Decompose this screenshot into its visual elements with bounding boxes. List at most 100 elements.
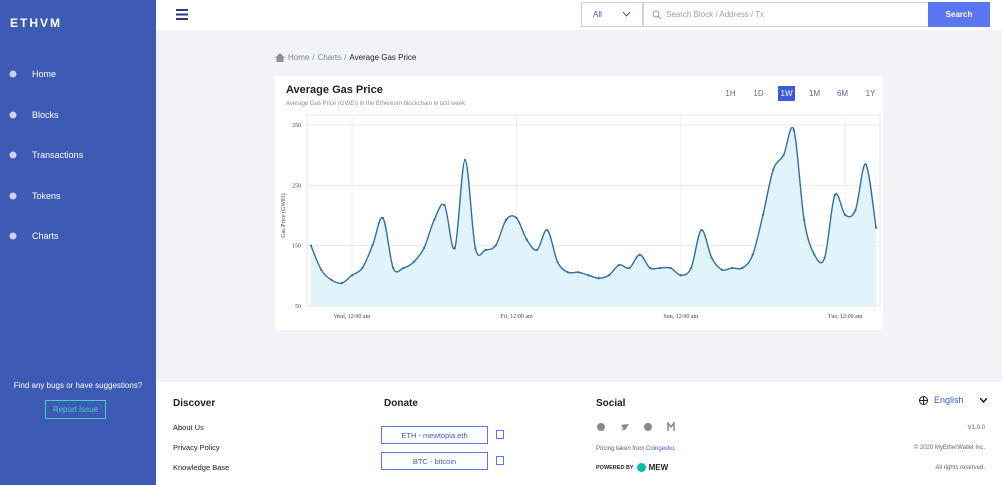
point [494,243,498,247]
copyright: © 2020 MyEtherWallet Inc. [913,445,985,451]
footer: Discover Donate Social Pricing taken fro… [156,382,1002,485]
feedback-text: Find any bugs or have suggestions? [13,381,143,390]
chart-subtitle: Average Gas Price (GWEI) in the Ethereum… [286,101,465,107]
mew-logo [636,463,646,472]
nav-icon [9,111,17,119]
search-icon [652,10,661,19]
nav-label: Home [32,69,57,79]
point [463,158,467,162]
powered-by: POWERED BY MEW [596,463,668,472]
sidebar: ETHVM Find any bugs or have suggestions?… [0,0,156,485]
logo[interactable]: ETHVM [10,16,62,30]
chart-title: Average Gas Price [286,84,383,96]
filter-select[interactable]: All [581,2,643,27]
globe-icon [919,395,928,405]
point [546,228,549,232]
point [720,268,724,271]
point [350,274,354,277]
range-button[interactable]: 6M [836,89,849,98]
footer-link[interactable]: About Us [173,423,204,432]
point [833,193,837,197]
point [361,266,364,270]
point [607,274,611,277]
discover-title: Discover [173,398,216,409]
breadcrumb-item[interactable]: Charts [318,53,347,62]
nav-item[interactable]: Transactions [0,145,156,165]
report-button[interactable]: Report Issue [45,400,106,419]
x-tick-label: Tue, 12:00 am [828,314,863,320]
footer-link[interactable]: Knowledge Base [173,463,230,472]
point [710,256,713,259]
language-select[interactable]: English [919,395,987,405]
breadcrumb: HomeChartsAverage Gas Price [275,53,416,62]
point [433,218,436,221]
nav-item[interactable]: Home [0,64,156,84]
y-tick-label: 50 [295,304,301,310]
copy-icon[interactable] [496,430,504,439]
nav-item[interactable]: Blocks [0,105,156,125]
social-title: Social [596,398,626,409]
copy-icon[interactable] [496,456,504,465]
point [453,246,456,250]
point [484,248,487,251]
filter-value: All [593,10,602,19]
point [515,216,518,220]
point [874,226,878,229]
search-placeholder: Search Block / Address / Tx [666,10,765,19]
y-tick-label: 250 [292,183,301,189]
pricing-text: Pricing taken from [596,446,645,452]
point [330,278,333,282]
range-button[interactable]: 1W [778,86,795,101]
point [689,266,693,270]
point [802,218,806,221]
search-input[interactable]: Search Block / Address / Tx [643,2,929,27]
point [638,253,641,256]
point [587,274,590,277]
rights: All rights reserved. [935,465,985,471]
range-button[interactable]: 1H [725,89,736,98]
point [371,243,374,247]
y-tick-label: 150 [292,244,301,250]
chevron [979,397,987,403]
point [772,168,775,171]
range-button[interactable]: 1Y [865,89,876,98]
point [340,281,343,285]
x-tick-label: Sun, 12:00 am [663,314,698,320]
point [381,216,385,220]
menu-icon[interactable] [176,9,188,20]
point [792,128,795,131]
point [597,277,600,280]
point [813,253,816,256]
chart-card: Average Gas Price Average Gas Price (GWE… [275,76,883,330]
footer-link[interactable]: Privacy Policy [173,443,220,452]
x-tick-label: Wed, 12:00 am [334,314,371,320]
point [422,246,426,250]
nav-label: Transactions [32,150,84,161]
social-icons[interactable] [596,422,686,432]
point [669,266,672,270]
nav-icon [9,232,17,240]
powered-brand: MEW [648,463,669,472]
point [443,204,446,207]
nav-icon [9,151,17,159]
point [392,266,395,270]
point [741,266,744,270]
range-button[interactable]: 1D [753,89,764,98]
point [474,246,477,250]
topbar [156,0,1002,30]
search-button[interactable]: Search [928,2,990,27]
point [844,213,847,216]
breadcrumb-item[interactable]: Home [288,53,315,62]
pricing-link[interactable]: Coingecko. [646,446,677,452]
nav-item[interactable]: Charts [0,226,156,246]
point [823,256,826,259]
language: English [934,395,964,405]
nav-icon [9,192,17,200]
donate-title: Donate [384,398,418,409]
donate-button[interactable]: BTC - bitcoin [381,452,488,470]
nav-item[interactable]: Tokens [0,186,156,206]
point [782,154,785,157]
donate-button[interactable]: ETH - mewtopia.eth [381,426,488,444]
range-button[interactable]: 1M [808,89,821,98]
